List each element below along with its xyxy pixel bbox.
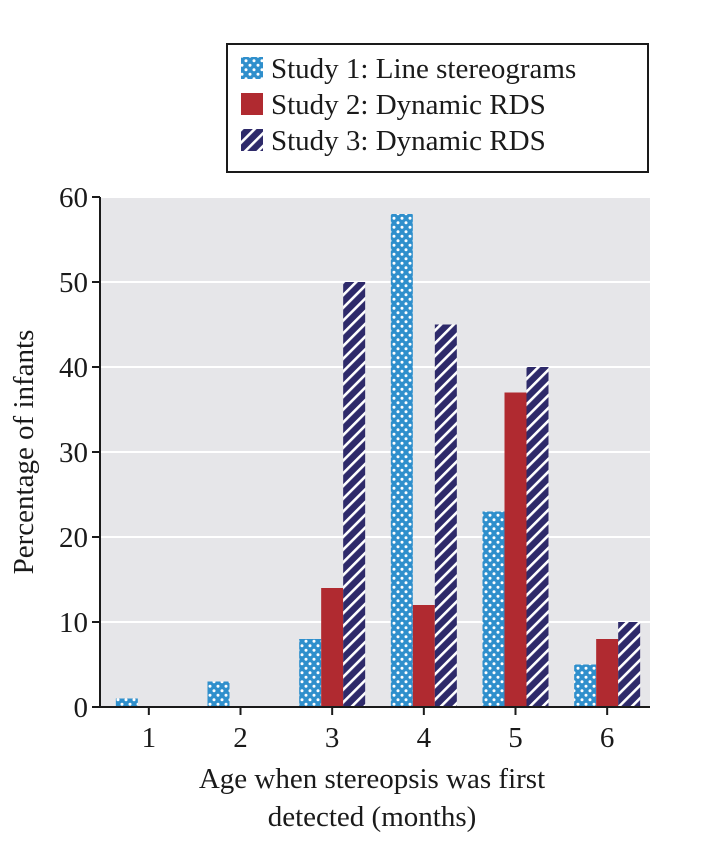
y-tick-label: 10	[59, 607, 88, 639]
x-axis-title-line-1: Age when stereopsis was first	[199, 763, 545, 795]
bar-solid-5	[504, 392, 527, 707]
y-tick-label: 40	[59, 352, 88, 384]
x-axis-title-line-2: detected (months)	[268, 801, 477, 833]
legend-label: Study 2: Dynamic RDS	[271, 89, 546, 121]
x-tick-label: 1	[142, 722, 157, 754]
legend-swatch-dots	[241, 57, 263, 79]
plot-area: 0 10 20 30 40 50 60 1 2 3 4 5 6	[59, 182, 650, 754]
legend-box	[226, 43, 649, 173]
bar-dots-2	[207, 681, 230, 707]
x-tick-label: 6	[600, 722, 615, 754]
bar-solid-3	[321, 588, 344, 707]
bar-dots-3	[299, 639, 322, 707]
x-tick-label: 4	[417, 722, 432, 754]
x-tick-label: 2	[233, 722, 248, 754]
x-tick-label: 3	[325, 722, 340, 754]
bar-stripes-4	[434, 324, 457, 707]
bar-solid-6	[596, 639, 619, 707]
bar-stripes-5	[526, 367, 549, 707]
bar-dots-6	[574, 664, 597, 707]
y-tick-label: 20	[59, 522, 88, 554]
y-axis-title: Percentage of infants	[8, 330, 40, 575]
y-tick-label: 0	[74, 692, 89, 724]
legend-label: Study 3: Dynamic RDS	[271, 125, 546, 157]
y-tick-label: 60	[59, 182, 88, 214]
legend-swatch-solid	[241, 93, 263, 115]
bar-dots-5	[482, 511, 505, 707]
bar-stripes-6	[618, 622, 641, 707]
y-tick-label: 30	[59, 437, 88, 469]
legend: Study 1: Line stereograms Study 2: Dynami…	[226, 43, 649, 173]
y-tick-label: 50	[59, 267, 88, 299]
bar-dots-1	[115, 698, 138, 707]
legend-label: Study 1: Line stereograms	[271, 53, 576, 85]
x-tick-label: 5	[508, 722, 523, 754]
legend-swatch-stripes	[241, 129, 263, 151]
bar-stripes-3	[343, 282, 366, 707]
bar-dots-4	[390, 214, 413, 707]
bar-solid-4	[412, 605, 435, 707]
